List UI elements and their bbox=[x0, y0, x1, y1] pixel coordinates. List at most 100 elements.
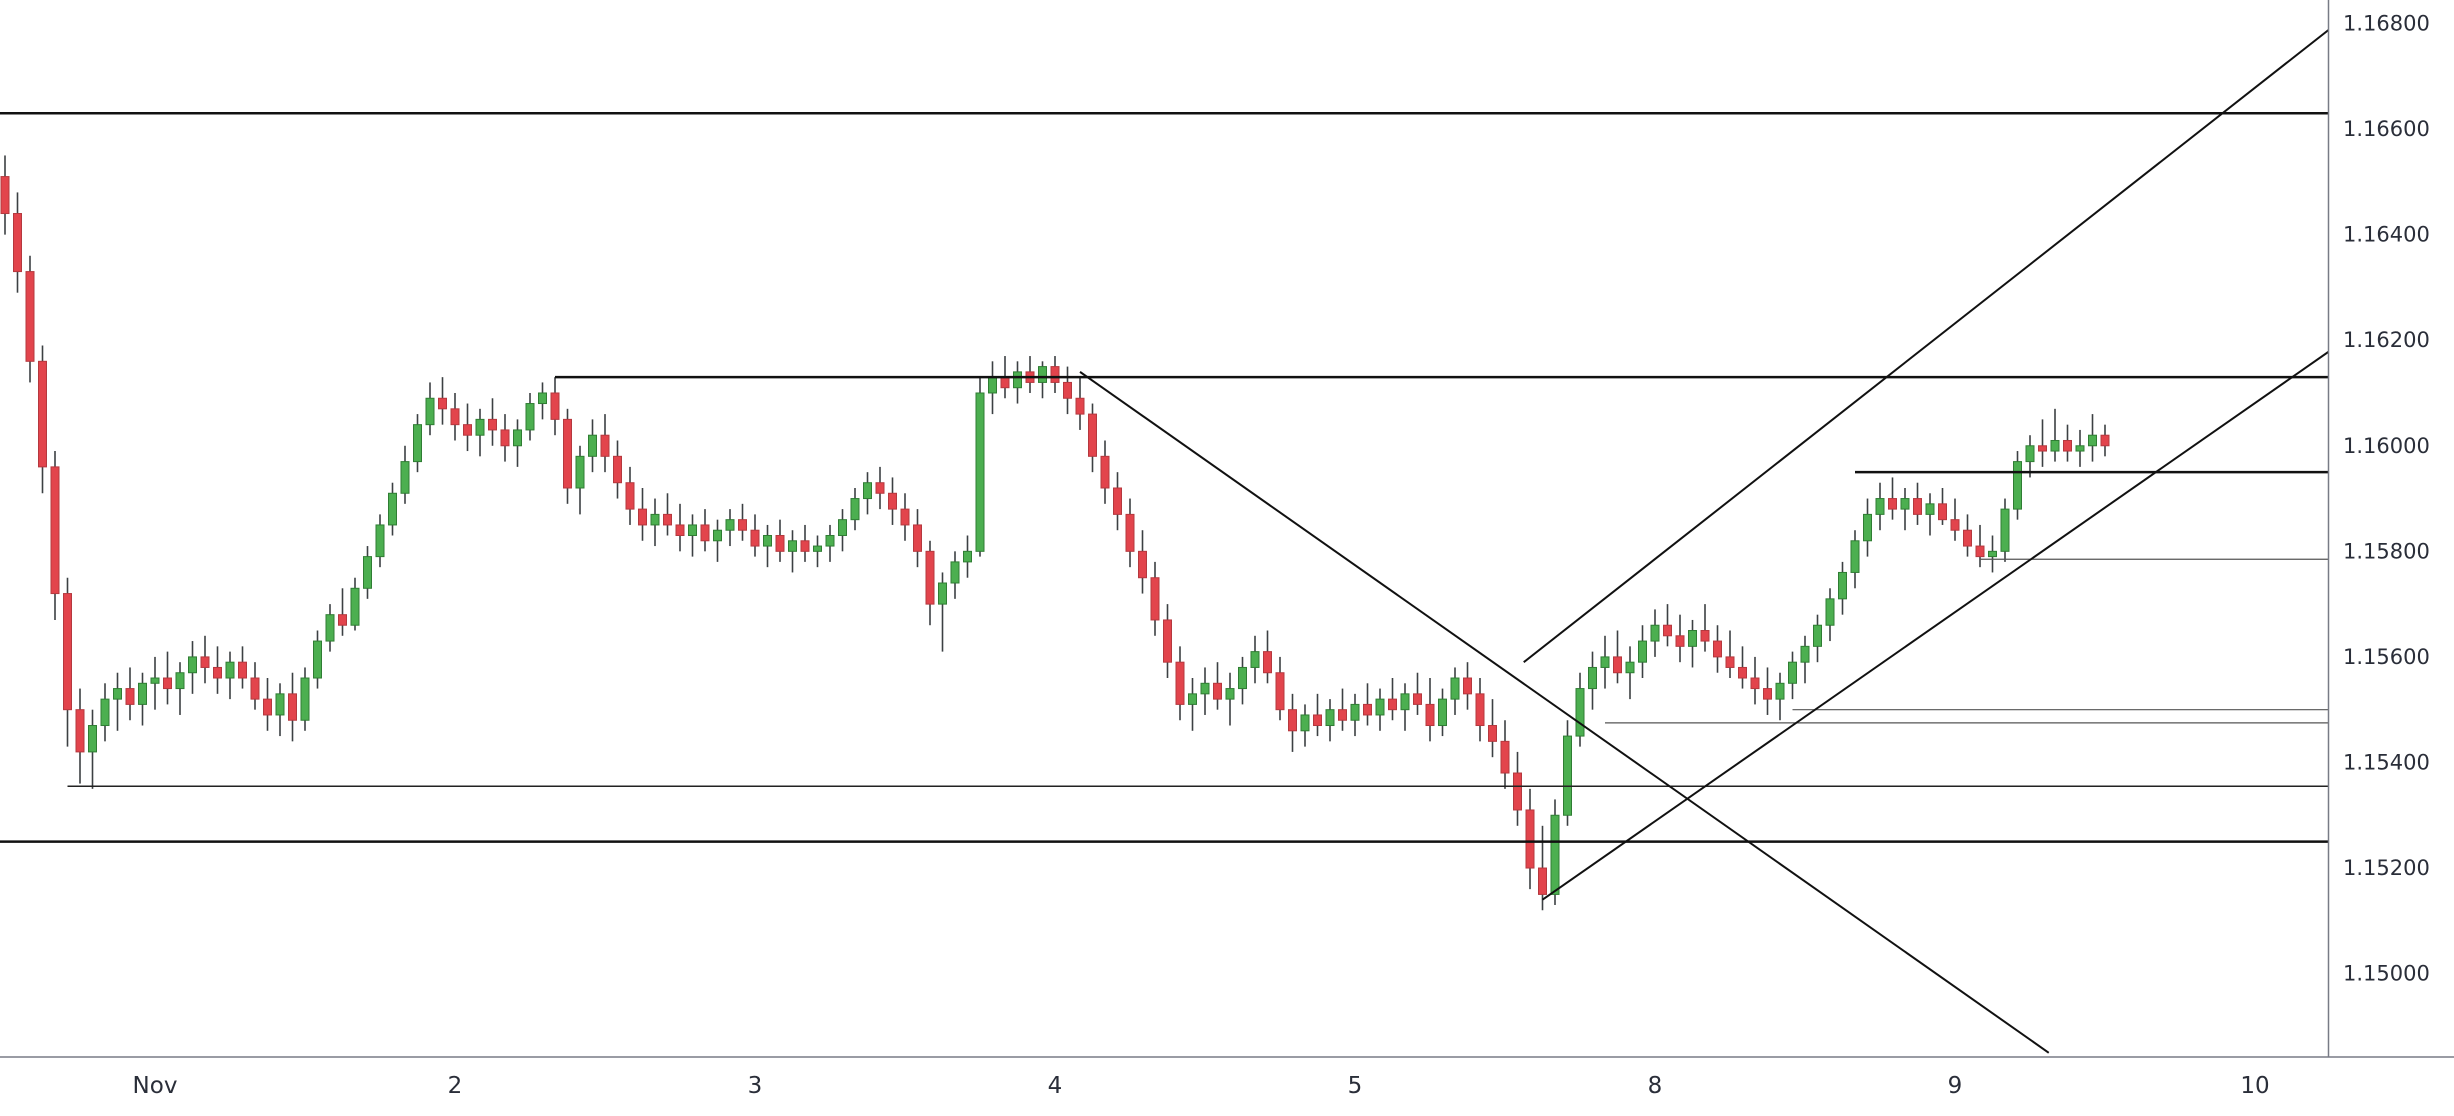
candle-body bbox=[288, 693, 297, 721]
candle bbox=[388, 482, 397, 536]
candle bbox=[1113, 472, 1122, 531]
candle bbox=[1800, 635, 1810, 684]
candle bbox=[525, 392, 535, 441]
candle bbox=[225, 651, 235, 700]
candle bbox=[675, 503, 685, 552]
candle bbox=[188, 641, 197, 694]
candle-body bbox=[1488, 725, 1497, 742]
candle-body bbox=[1463, 677, 1472, 695]
candle bbox=[63, 577, 72, 747]
candle-body bbox=[1550, 814, 1560, 895]
candle bbox=[850, 487, 860, 531]
trend-line[interactable] bbox=[1079, 371, 2050, 1054]
candle-body bbox=[1700, 630, 1710, 642]
candle bbox=[688, 514, 697, 557]
candle-body bbox=[863, 482, 872, 500]
candle bbox=[1200, 667, 1210, 715]
candle-body bbox=[1338, 709, 1347, 721]
time-tick-label: 4 bbox=[1048, 1073, 1063, 1099]
candle bbox=[1700, 604, 1710, 652]
candle-body bbox=[813, 545, 822, 552]
trend-line[interactable] bbox=[1523, 29, 2330, 663]
price-tick-label: 1.16000 bbox=[2343, 434, 2430, 458]
candle-body bbox=[738, 519, 747, 531]
trend-line[interactable] bbox=[1541, 350, 2331, 901]
overlay-lines-layer bbox=[0, 29, 2331, 1054]
candle bbox=[1075, 377, 1085, 430]
candle bbox=[625, 466, 635, 525]
candle bbox=[1963, 514, 1972, 557]
candle bbox=[1738, 646, 1747, 689]
candle bbox=[938, 572, 947, 652]
candle-body bbox=[200, 656, 210, 668]
candle bbox=[538, 382, 547, 420]
candle-body bbox=[1900, 498, 1910, 510]
candle bbox=[1163, 604, 1172, 679]
candle bbox=[838, 509, 847, 552]
candle bbox=[1038, 361, 1047, 399]
candle bbox=[413, 414, 422, 473]
candle bbox=[263, 678, 272, 731]
candle-body bbox=[350, 587, 360, 626]
candle bbox=[275, 683, 285, 737]
candle bbox=[1475, 678, 1485, 742]
price-tick-label: 1.15200 bbox=[2343, 856, 2430, 880]
candle-body bbox=[400, 461, 410, 494]
candle bbox=[38, 345, 47, 494]
candle-body bbox=[1263, 651, 1272, 674]
price-tick-label: 1.15800 bbox=[2343, 539, 2430, 563]
candle bbox=[163, 651, 172, 705]
candle-body bbox=[613, 455, 622, 484]
candle-body bbox=[1425, 703, 1435, 727]
candle-body bbox=[1675, 635, 1685, 647]
candle-body bbox=[1738, 666, 1747, 679]
candle bbox=[2075, 429, 2085, 467]
candle bbox=[1488, 699, 1497, 758]
candle bbox=[613, 440, 622, 499]
time-axis[interactable]: Nov 2 3 4 5 8 9 10 bbox=[133, 1073, 2270, 1099]
candle-body bbox=[1500, 740, 1510, 774]
candle-body bbox=[1250, 651, 1260, 668]
candle bbox=[1538, 825, 1547, 911]
candle-body bbox=[313, 640, 322, 679]
candle-body bbox=[100, 698, 110, 727]
candle-body bbox=[1888, 498, 1897, 510]
candle bbox=[1350, 693, 1360, 737]
candle-body bbox=[950, 561, 960, 584]
candle bbox=[1188, 678, 1197, 731]
candle bbox=[338, 588, 347, 636]
candle bbox=[1288, 693, 1297, 752]
candle bbox=[1250, 635, 1260, 684]
candle-body bbox=[1350, 703, 1360, 721]
candle bbox=[1825, 588, 1835, 642]
candle-body bbox=[1513, 772, 1522, 811]
candle-body bbox=[1275, 672, 1285, 711]
candle bbox=[1775, 672, 1785, 721]
price-axis[interactable]: 1.16800 1.16600 1.16400 1.16200 1.16000 1.158… bbox=[2343, 12, 2430, 986]
candle-body bbox=[113, 688, 122, 700]
time-tick-label: Nov bbox=[133, 1073, 178, 1099]
candle bbox=[1363, 683, 1372, 726]
candle bbox=[1125, 498, 1135, 568]
candle-body bbox=[1038, 366, 1047, 383]
candle-body bbox=[463, 424, 472, 436]
candle-body bbox=[600, 434, 610, 457]
candle bbox=[950, 551, 960, 599]
candle bbox=[1763, 667, 1772, 715]
candle bbox=[888, 477, 897, 525]
candle bbox=[1275, 656, 1285, 721]
candle bbox=[1550, 799, 1560, 905]
candle bbox=[1175, 646, 1185, 721]
candle-body bbox=[2000, 508, 2010, 552]
candle-body bbox=[1538, 867, 1547, 895]
candle-body bbox=[1225, 688, 1235, 700]
candle bbox=[713, 519, 722, 562]
candle bbox=[363, 546, 372, 599]
candle-body bbox=[1688, 630, 1697, 647]
candle bbox=[1900, 487, 1910, 531]
candles-layer bbox=[0, 155, 2110, 911]
candle-body bbox=[563, 418, 572, 489]
candle bbox=[313, 630, 322, 689]
